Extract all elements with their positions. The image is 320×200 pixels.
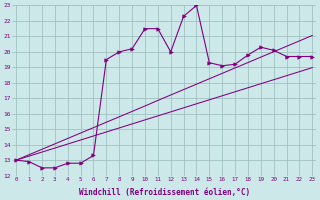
X-axis label: Windchill (Refroidissement éolien,°C): Windchill (Refroidissement éolien,°C) bbox=[79, 188, 250, 197]
